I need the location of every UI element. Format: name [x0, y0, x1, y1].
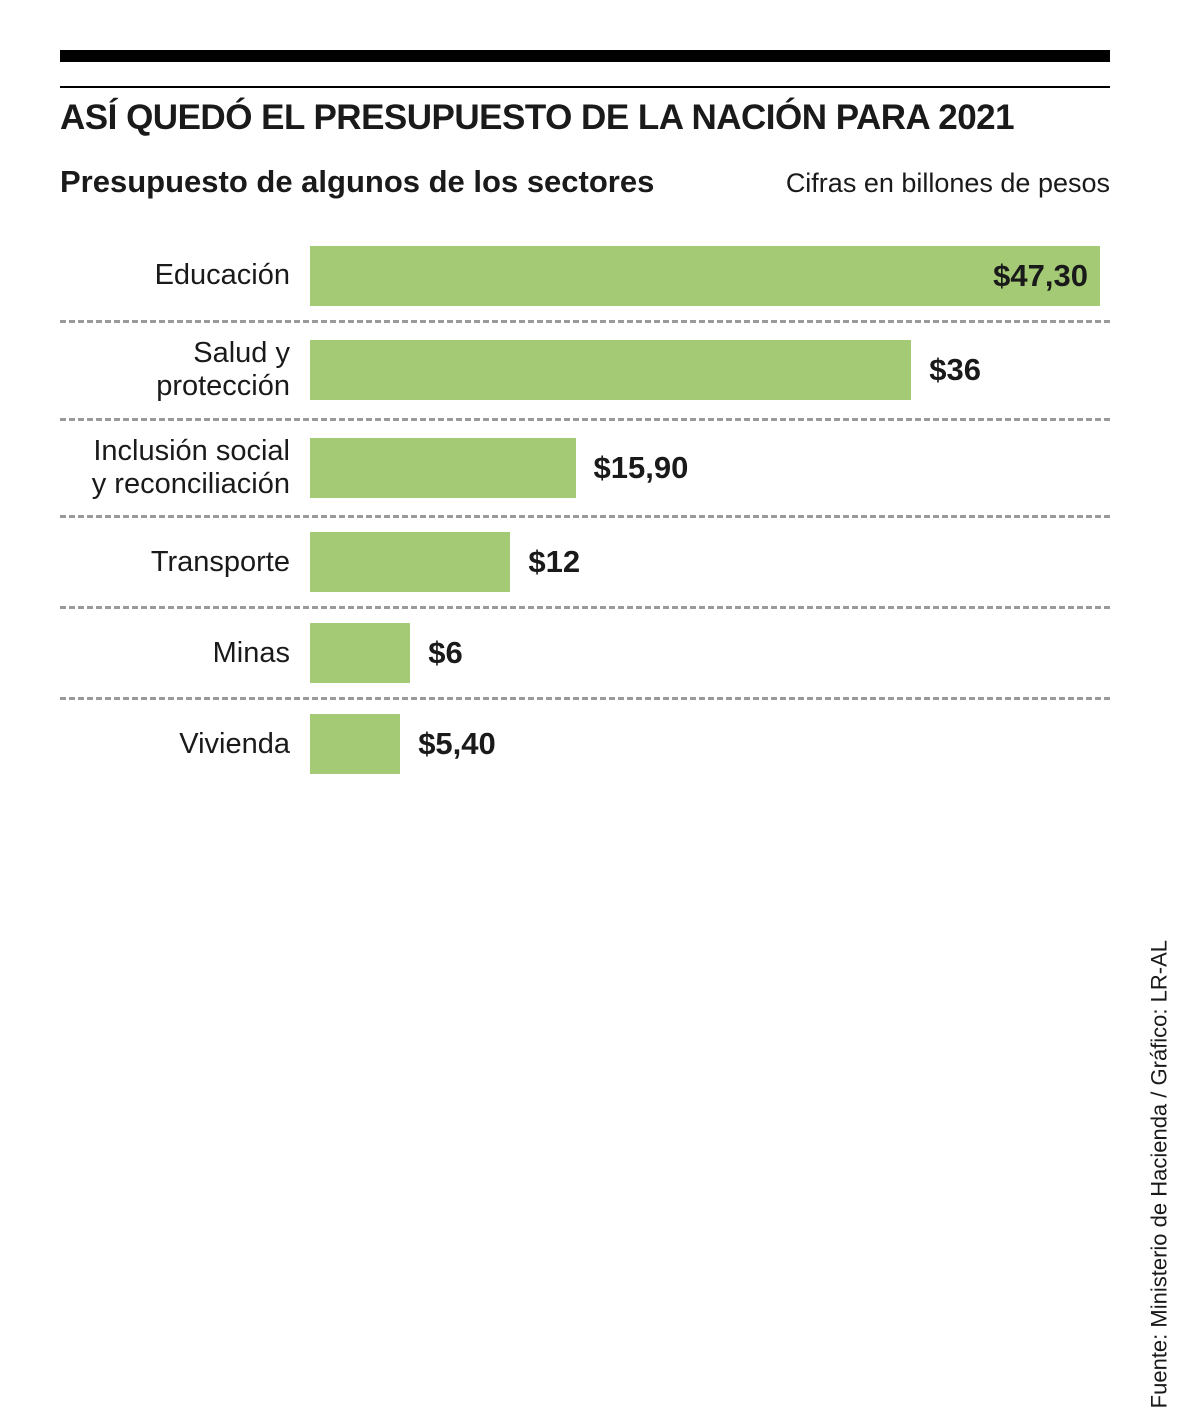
category-label: Salud yprotección: [60, 337, 310, 404]
bar-cell: $47,30: [310, 246, 1110, 306]
bar-cell: $6: [310, 623, 1110, 683]
category-label: Inclusión socialy reconciliación: [60, 435, 310, 502]
top-thick-rule: [60, 50, 1110, 62]
subtitle-left: Presupuesto de algunos de los sectores: [60, 164, 654, 200]
value-label: $15,90: [594, 450, 689, 486]
category-label: Minas: [60, 637, 310, 670]
bar: [310, 532, 510, 592]
chart-container: ASÍ QUEDÓ EL PRESUPUESTO DE LA NACIÓN PA…: [0, 0, 1200, 1010]
value-label: $12: [528, 544, 580, 580]
bar-wrap: [310, 340, 911, 400]
source-credit: Fuente: Ministerio de Hacienda / Gráfico…: [1146, 940, 1172, 1408]
chart-row: Educación $47,30: [60, 232, 1110, 320]
bar: [310, 246, 1100, 306]
bar: [310, 438, 576, 498]
bar-cell: $36: [310, 340, 1110, 400]
bar-wrap: [310, 438, 576, 498]
chart-row: Salud yprotección $36: [60, 323, 1110, 418]
chart-row: Minas $6: [60, 609, 1110, 697]
bar: [310, 340, 911, 400]
category-label: Vivienda: [60, 728, 310, 761]
chart-row: Transporte $12: [60, 518, 1110, 606]
value-label: $36: [929, 352, 981, 388]
chart-row: Vivienda $5,40: [60, 700, 1110, 788]
bar-cell: $15,90: [310, 438, 1110, 498]
bar-cell: $5,40: [310, 714, 1110, 774]
category-label: Transporte: [60, 546, 310, 579]
value-label: $5,40: [418, 726, 496, 762]
title-block: ASÍ QUEDÓ EL PRESUPUESTO DE LA NACIÓN PA…: [60, 86, 1110, 200]
bar: [310, 714, 400, 774]
bar-wrap: [310, 532, 510, 592]
bar-cell: $12: [310, 532, 1110, 592]
subtitle-right: Cifras en billones de pesos: [786, 168, 1110, 199]
value-label: $47,30: [993, 258, 1088, 294]
bar-wrap: $47,30: [310, 246, 1100, 306]
subtitle-row: Presupuesto de algunos de los sectores C…: [60, 164, 1110, 200]
bar-wrap: [310, 623, 410, 683]
main-title: ASÍ QUEDÓ EL PRESUPUESTO DE LA NACIÓN PA…: [60, 98, 1110, 138]
chart-area: Educación $47,30 Salud yprotección $36 Inclu…: [60, 232, 1110, 788]
bar-wrap: [310, 714, 400, 774]
category-label: Educación: [60, 259, 310, 292]
chart-row: Inclusión socialy reconciliación $15,90: [60, 421, 1110, 516]
bar: [310, 623, 410, 683]
value-label: $6: [428, 635, 462, 671]
